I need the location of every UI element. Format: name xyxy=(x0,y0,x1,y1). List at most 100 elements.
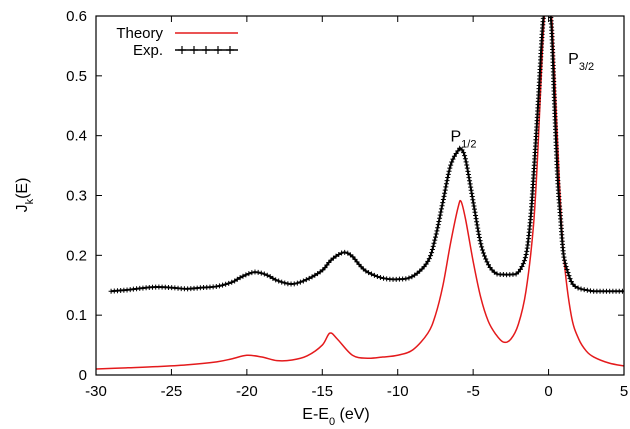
data-point xyxy=(291,281,297,287)
data-point xyxy=(442,190,448,196)
data-point xyxy=(441,193,447,199)
data-point xyxy=(449,159,455,165)
data-point xyxy=(542,6,547,11)
y-tick-label: 0.2 xyxy=(66,247,87,264)
data-point xyxy=(442,187,448,193)
data-point xyxy=(446,168,452,174)
data-point xyxy=(342,249,348,255)
data-point xyxy=(243,272,249,278)
data-point xyxy=(423,261,429,267)
data-point xyxy=(223,281,229,287)
x-tick-label: -25 xyxy=(161,383,183,400)
data-point xyxy=(309,274,315,280)
data-point xyxy=(354,259,360,265)
data-point xyxy=(543,0,548,5)
data-point xyxy=(479,244,485,250)
data-point xyxy=(542,10,547,15)
data-point xyxy=(297,279,303,285)
data-point xyxy=(455,148,461,154)
data-point xyxy=(381,275,387,281)
data-point xyxy=(429,250,435,256)
data-point xyxy=(473,216,479,222)
data-point xyxy=(467,178,473,184)
data-point xyxy=(464,162,470,168)
y-axis: 0 0.1 0.2 0.3 0.4 0.5 0.6 xyxy=(66,8,624,384)
data-point xyxy=(462,156,468,162)
data-point xyxy=(440,200,446,206)
data-point xyxy=(543,3,548,8)
data-point xyxy=(561,257,567,263)
data-point xyxy=(471,203,477,209)
data-point xyxy=(294,280,300,286)
data-point xyxy=(237,275,243,281)
data-point xyxy=(300,278,306,284)
data-point xyxy=(565,270,571,276)
series-layer xyxy=(96,0,624,370)
data-point xyxy=(377,274,383,280)
data-point xyxy=(562,260,568,266)
data-point xyxy=(447,165,453,171)
data-point xyxy=(421,264,427,270)
data-point xyxy=(303,277,309,283)
data-point xyxy=(463,159,469,165)
data-point xyxy=(545,0,550,4)
data-point xyxy=(468,184,474,190)
data-point xyxy=(440,196,446,202)
plot-frame xyxy=(95,15,625,376)
data-point xyxy=(480,250,486,256)
data-point xyxy=(581,287,587,293)
data-point xyxy=(543,16,545,18)
data-point xyxy=(482,253,488,259)
data-point xyxy=(444,178,450,184)
data-point xyxy=(566,273,572,279)
data-point xyxy=(352,256,358,262)
data-point xyxy=(462,153,468,159)
data-point xyxy=(428,253,434,259)
data-point xyxy=(489,267,495,273)
data-point xyxy=(448,162,454,168)
data-point xyxy=(469,190,475,196)
data-point xyxy=(406,275,412,281)
data-point xyxy=(479,247,485,253)
data-point xyxy=(216,283,222,289)
data-point xyxy=(425,258,431,264)
data-point xyxy=(464,165,470,171)
annotation-p-3-2: P3/2 xyxy=(568,51,594,73)
data-point xyxy=(469,194,475,200)
data-point xyxy=(475,225,481,231)
data-point xyxy=(432,237,438,243)
data-point xyxy=(434,228,440,234)
data-point xyxy=(429,246,435,252)
data-point xyxy=(468,187,474,193)
data-point xyxy=(220,282,226,288)
data-point xyxy=(572,283,578,289)
data-point xyxy=(451,153,457,159)
data-point xyxy=(459,147,465,153)
x-tick-label: 0 xyxy=(544,383,552,400)
data-point xyxy=(450,156,456,162)
data-point xyxy=(484,259,490,265)
data-point xyxy=(430,243,436,249)
y-axis-label: Jk(E) xyxy=(14,178,36,213)
data-point xyxy=(494,271,500,277)
data-point xyxy=(475,228,481,234)
data-point xyxy=(436,218,442,224)
data-point xyxy=(226,280,232,286)
data-point xyxy=(374,273,380,279)
data-point xyxy=(561,254,567,260)
data-point xyxy=(439,203,445,209)
series-line-theory xyxy=(96,16,624,370)
data-point xyxy=(317,269,323,275)
data-point xyxy=(437,215,443,221)
data-point xyxy=(312,272,318,278)
data-point xyxy=(438,206,444,212)
data-point xyxy=(575,285,581,291)
data-point xyxy=(568,279,574,285)
x-tick-label: -10 xyxy=(387,383,409,400)
x-tick-label: -15 xyxy=(311,383,333,400)
data-point xyxy=(477,238,483,244)
data-point xyxy=(466,175,472,181)
x-tick-label: -20 xyxy=(236,383,258,400)
data-point xyxy=(564,267,570,273)
data-point xyxy=(249,270,255,276)
